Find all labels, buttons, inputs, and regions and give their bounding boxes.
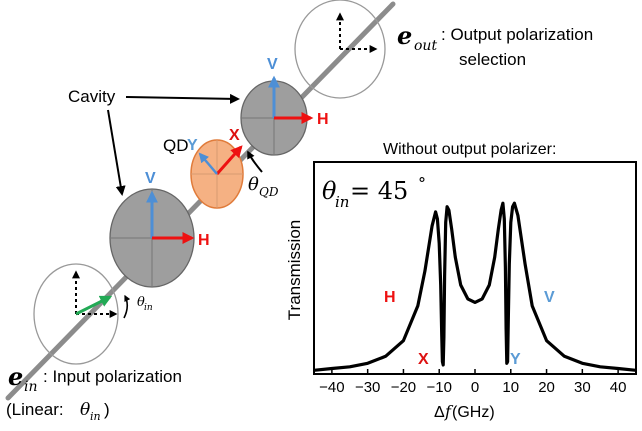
annotation-x: X bbox=[418, 351, 429, 368]
qd-y-label: Y bbox=[187, 137, 198, 154]
theta-in-small-symbol: θ bbox=[137, 295, 145, 310]
x-axis-label-delta: Δ bbox=[434, 404, 445, 421]
theta-qd-rotation-arrow bbox=[247, 150, 263, 173]
x-axis-label-unit: (GHz) bbox=[452, 404, 495, 421]
theta-in-rotation-arrow bbox=[123, 294, 131, 319]
transmission-curve bbox=[313, 201, 637, 372]
linear-suffix: ) bbox=[104, 400, 110, 419]
quantum-dot bbox=[190, 139, 244, 209]
x-tick-label: −10 bbox=[426, 379, 451, 396]
cavity-pointer-top bbox=[125, 93, 240, 104]
qd-y-dipole-arrow bbox=[198, 152, 218, 175]
e-in-subscript: in bbox=[24, 379, 38, 395]
chart-theta-equals: = 45 bbox=[350, 177, 408, 205]
transmission-chart: Without output polarizer: θ in = 45 ° Tr… bbox=[285, 141, 637, 421]
e-out-text: : Output polarization bbox=[441, 25, 593, 44]
x-axis-label-f: f bbox=[444, 402, 454, 421]
top-cavity bbox=[240, 75, 314, 156]
e-in-symbol: e bbox=[8, 362, 23, 391]
cavity-pointer-bottom bbox=[107, 109, 126, 196]
input-polarization-arrow bbox=[75, 295, 113, 316]
chart-theta-symbol: θ bbox=[322, 177, 337, 205]
qd-x-label: X bbox=[229, 127, 240, 144]
chart-theta-degree: ° bbox=[418, 174, 426, 193]
bottom-cavity-v-label: V bbox=[145, 170, 156, 187]
x-tick-label: 10 bbox=[502, 379, 519, 396]
linear-theta-subscript: in bbox=[90, 410, 101, 423]
top-cavity-v-label: V bbox=[267, 56, 278, 73]
theta-qd-symbol: θ bbox=[248, 174, 259, 195]
annotation-y: Y bbox=[510, 351, 521, 368]
linear-theta-symbol: θ bbox=[80, 400, 90, 420]
y-axis-label: Transmission bbox=[285, 220, 304, 320]
annotation-v: V bbox=[544, 289, 555, 306]
x-tick-label: 40 bbox=[610, 379, 627, 396]
chart-title: Without output polarizer: bbox=[383, 141, 556, 158]
e-out-subscript: out bbox=[414, 38, 437, 54]
theta-in-small-subscript: in bbox=[144, 303, 153, 313]
cavity-label: Cavity bbox=[68, 87, 116, 106]
e-in-text: : Input polarization bbox=[43, 367, 182, 386]
e-out-text-line2: selection bbox=[459, 50, 526, 69]
qd-x-dipole-arrow bbox=[215, 145, 243, 175]
qd-label: QD bbox=[163, 136, 189, 155]
plot-frame bbox=[313, 161, 637, 375]
x-tick-label: 30 bbox=[574, 379, 591, 396]
output-polarizer bbox=[294, 0, 386, 99]
x-tick-label: −20 bbox=[391, 379, 416, 396]
annotation-h: H bbox=[384, 289, 396, 306]
x-tick-label: 0 bbox=[471, 379, 479, 396]
bottom-cavity-h-label: H bbox=[198, 232, 210, 249]
top-cavity-h-label: H bbox=[317, 111, 329, 128]
e-out-symbol: e bbox=[397, 21, 412, 50]
theta-qd-subscript: QD bbox=[259, 185, 279, 199]
linear-prefix: (Linear: bbox=[6, 400, 64, 419]
chart-theta-subscript: in bbox=[335, 193, 349, 211]
input-polarizer bbox=[33, 263, 119, 365]
x-tick-label: −40 bbox=[319, 379, 344, 396]
bottom-cavity bbox=[109, 188, 195, 288]
x-tick-label: −30 bbox=[355, 379, 380, 396]
x-tick-label: 20 bbox=[538, 379, 555, 396]
